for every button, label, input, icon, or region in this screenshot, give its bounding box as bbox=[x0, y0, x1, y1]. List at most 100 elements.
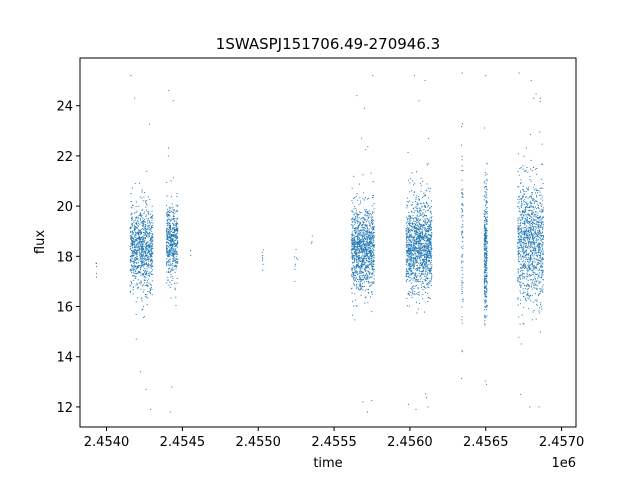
data-point bbox=[173, 231, 175, 233]
data-point bbox=[423, 237, 425, 239]
data-point bbox=[361, 217, 363, 219]
data-point bbox=[353, 266, 355, 268]
data-point bbox=[167, 276, 169, 278]
data-point bbox=[368, 244, 370, 246]
data-point bbox=[130, 236, 132, 238]
data-point bbox=[486, 206, 488, 208]
data-point bbox=[143, 316, 145, 318]
data-point bbox=[135, 237, 137, 239]
data-point bbox=[536, 303, 538, 305]
data-point bbox=[412, 223, 414, 225]
data-point bbox=[485, 221, 487, 223]
data-point bbox=[168, 234, 170, 236]
data-point bbox=[146, 285, 148, 287]
data-point bbox=[524, 264, 526, 266]
data-point bbox=[484, 272, 486, 274]
data-point bbox=[416, 312, 418, 314]
data-point bbox=[405, 228, 407, 230]
data-point bbox=[371, 256, 373, 258]
data-point bbox=[132, 232, 134, 234]
data-point bbox=[368, 220, 370, 222]
data-point bbox=[131, 207, 133, 209]
data-point bbox=[485, 316, 487, 318]
data-point bbox=[431, 264, 433, 266]
data-point bbox=[522, 231, 524, 233]
data-point bbox=[461, 170, 463, 172]
data-point bbox=[518, 253, 520, 255]
data-point bbox=[362, 227, 364, 229]
data-point bbox=[363, 260, 365, 262]
data-point bbox=[361, 236, 363, 238]
data-point bbox=[151, 250, 153, 252]
data-point bbox=[420, 185, 422, 187]
data-point bbox=[430, 236, 432, 238]
data-point bbox=[366, 243, 368, 245]
data-point bbox=[410, 248, 412, 250]
data-point bbox=[428, 249, 430, 251]
data-point bbox=[485, 292, 487, 294]
data-point bbox=[486, 240, 488, 242]
data-point bbox=[373, 257, 375, 259]
data-point bbox=[167, 218, 169, 220]
data-point bbox=[141, 191, 143, 193]
data-point bbox=[526, 272, 528, 274]
data-point bbox=[145, 242, 147, 244]
data-point bbox=[358, 248, 360, 250]
data-point bbox=[176, 242, 178, 244]
data-point bbox=[542, 284, 544, 286]
data-point bbox=[415, 243, 417, 245]
data-point bbox=[485, 200, 487, 202]
data-point bbox=[485, 237, 487, 239]
data-point bbox=[517, 153, 519, 155]
data-point bbox=[426, 246, 428, 248]
data-point bbox=[539, 256, 541, 258]
data-point bbox=[144, 220, 146, 222]
data-point bbox=[141, 233, 143, 235]
data-point bbox=[462, 226, 464, 228]
data-point bbox=[135, 227, 137, 229]
data-point bbox=[430, 267, 432, 269]
data-point bbox=[461, 350, 463, 352]
data-point bbox=[177, 205, 179, 207]
data-point bbox=[539, 202, 541, 204]
data-point bbox=[531, 238, 533, 240]
data-point bbox=[517, 272, 519, 274]
data-point bbox=[411, 222, 413, 224]
data-point bbox=[420, 275, 422, 277]
data-point bbox=[361, 256, 363, 258]
data-point bbox=[523, 239, 525, 241]
data-point bbox=[366, 232, 368, 234]
data-point bbox=[355, 270, 357, 272]
data-point bbox=[176, 266, 178, 268]
data-point bbox=[135, 217, 137, 219]
data-point bbox=[406, 262, 408, 264]
data-point bbox=[176, 244, 178, 246]
data-point bbox=[410, 288, 412, 290]
data-point bbox=[410, 178, 412, 180]
data-point bbox=[535, 266, 537, 268]
data-point bbox=[176, 282, 178, 284]
data-point bbox=[140, 237, 142, 239]
data-point bbox=[142, 254, 144, 256]
data-point bbox=[148, 236, 150, 238]
data-point bbox=[525, 219, 527, 221]
data-point bbox=[420, 251, 422, 253]
data-point bbox=[486, 260, 488, 262]
data-point bbox=[486, 269, 488, 271]
data-point bbox=[541, 259, 543, 261]
data-point bbox=[171, 229, 173, 231]
data-point bbox=[428, 241, 430, 243]
data-point bbox=[418, 248, 420, 250]
data-point bbox=[140, 275, 142, 277]
data-point bbox=[415, 259, 417, 261]
data-point bbox=[351, 267, 353, 269]
data-point bbox=[142, 246, 144, 248]
data-point bbox=[428, 284, 430, 286]
data-point bbox=[542, 257, 544, 259]
data-point bbox=[520, 258, 522, 260]
data-point bbox=[522, 252, 524, 254]
data-point bbox=[142, 262, 144, 264]
data-point bbox=[143, 196, 145, 198]
data-point bbox=[410, 217, 412, 219]
